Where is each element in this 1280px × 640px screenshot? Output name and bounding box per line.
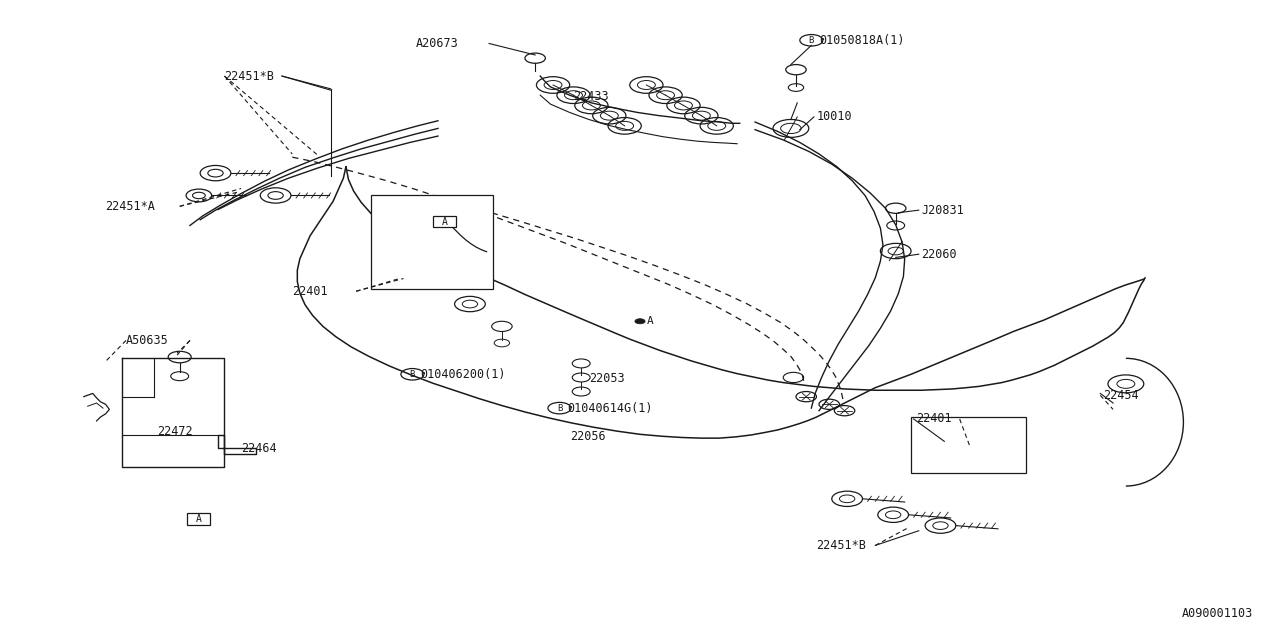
Text: 22464: 22464: [241, 442, 276, 456]
Bar: [187, 513, 210, 525]
Bar: [433, 216, 456, 227]
Text: A: A: [442, 217, 447, 227]
Bar: [371, 195, 493, 289]
Text: A50635: A50635: [125, 334, 169, 347]
Text: 22451*B: 22451*B: [224, 70, 274, 83]
Text: A: A: [196, 515, 202, 524]
Text: A090001103: A090001103: [1183, 607, 1253, 620]
Text: J20831: J20831: [922, 204, 964, 217]
Text: 22053: 22053: [589, 372, 625, 385]
Bar: [911, 417, 1027, 473]
Text: 10010: 10010: [817, 111, 852, 124]
Text: 22451*B: 22451*B: [817, 539, 867, 552]
Text: 22454: 22454: [1103, 389, 1138, 402]
Text: B: B: [410, 370, 415, 379]
Text: 22060: 22060: [922, 248, 957, 260]
Text: 01050818A(1): 01050818A(1): [819, 34, 905, 47]
Text: 22472: 22472: [156, 425, 192, 438]
Text: 22056: 22056: [570, 429, 605, 443]
Text: 22451*A: 22451*A: [105, 200, 155, 213]
Text: 22401: 22401: [292, 285, 328, 298]
Text: B: B: [557, 404, 562, 413]
Text: 22433: 22433: [573, 90, 609, 103]
Text: A20673: A20673: [416, 37, 460, 50]
Text: A: A: [646, 316, 653, 326]
Text: 010406200(1): 010406200(1): [420, 368, 506, 381]
Text: 22401: 22401: [916, 413, 952, 426]
Text: B: B: [809, 36, 814, 45]
Circle shape: [635, 319, 645, 324]
Text: 01040614G(1): 01040614G(1): [567, 402, 653, 415]
